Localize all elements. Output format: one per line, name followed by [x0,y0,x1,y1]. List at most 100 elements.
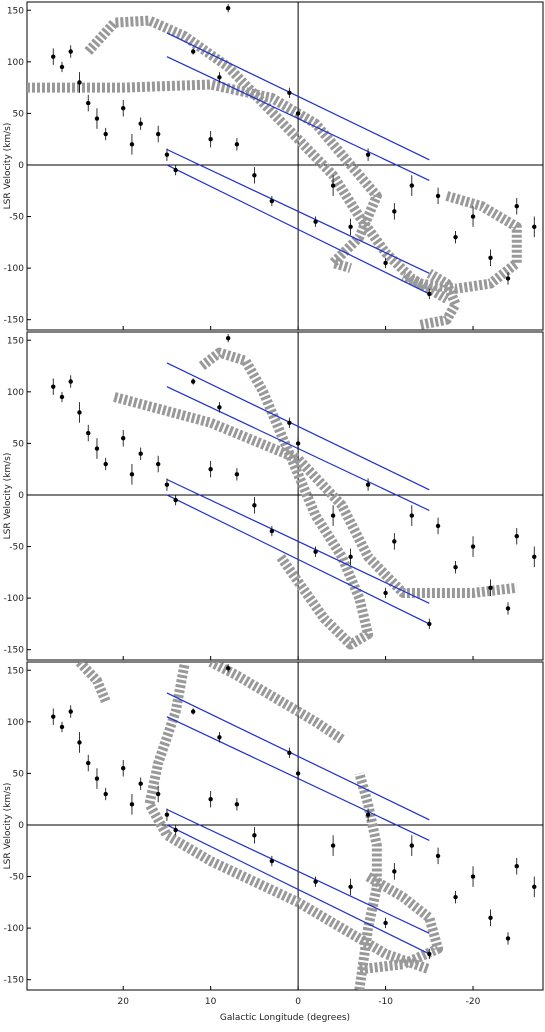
y-tick-label: 50 [13,109,25,119]
data-point [313,219,318,224]
data-point [51,384,56,389]
data-point [234,142,240,147]
y-tick-label: 150 [7,6,24,16]
data-point [435,853,441,859]
plot-frame [26,331,544,661]
data-point [252,833,257,838]
y-tick-label: 150 [7,666,24,676]
data-point [514,534,519,539]
data-point [330,843,336,848]
data-point [138,121,143,126]
data-point [348,554,353,560]
data-point [217,75,222,80]
blue-line [166,494,430,625]
x-axis-title: Galactic Longitude (degrees) [220,1013,350,1023]
data-point [505,276,511,281]
data-point [155,131,161,137]
model-track [419,268,461,330]
data-point [505,936,511,941]
blue-line [166,824,430,955]
data-point [532,884,537,890]
data-point [155,791,161,797]
y-tick-label: 50 [13,439,25,449]
data-point [269,198,275,204]
x-tick-label: 20 [117,997,129,1007]
data-point [86,100,91,106]
data-point [295,111,301,116]
data-point [488,255,493,260]
data-point [287,420,292,425]
data-point [173,167,178,173]
data-point [217,405,222,410]
y-tick-label: 100 [7,388,24,398]
data-point [208,136,213,142]
data-point [470,544,476,549]
data-point [225,5,231,11]
data-point [155,461,161,467]
data-point [295,441,301,446]
blue-line [166,164,430,295]
data-point [51,54,56,59]
model-track [358,872,444,975]
data-point [138,781,143,786]
data-point [94,776,100,781]
data-point [409,183,415,188]
data-point [392,539,397,544]
data-point [208,466,213,472]
data-point [313,879,318,884]
blue-line [166,362,430,491]
data-point [427,621,432,627]
model-track [208,662,345,744]
data-point [164,152,170,157]
data-point [68,709,73,714]
data-point [217,735,222,740]
data-point [514,204,519,209]
data-point [365,152,371,157]
y-tick-label: -150 [4,976,25,986]
data-point [348,224,353,230]
data-point [103,131,108,137]
y-axis-title: LSR Velocity (km/s) [3,123,13,210]
y-tick-label: -50 [9,543,24,553]
data-point [164,482,170,487]
data-point [269,858,275,864]
blue-line [166,32,430,161]
data-point [77,410,82,415]
data-point [225,335,231,341]
data-point [409,843,415,848]
data-point [470,874,476,879]
data-point [514,864,519,869]
data-point [129,802,135,807]
model-track [198,347,374,650]
blue-line [166,478,430,604]
x-tick-label: 10 [205,997,217,1007]
data-point [453,894,458,900]
y-tick-label: 0 [18,821,24,831]
data-point [409,513,415,518]
y-tick-label: -50 [9,213,24,223]
data-point [138,451,143,456]
data-point [103,791,108,797]
data-point [488,585,493,590]
data-point [94,116,100,121]
data-point [383,260,388,266]
data-point [287,90,292,95]
data-point [208,796,213,802]
data-point [59,64,65,70]
data-point [94,446,100,451]
data-point [129,142,135,147]
data-point [453,234,458,240]
y-tick-label: 100 [7,58,24,68]
data-point [164,812,170,817]
data-point [68,379,73,384]
data-point [313,549,318,554]
y-tick-label: -50 [9,873,24,883]
x-tick-label: -10 [378,997,393,1007]
x-tick-label: 0 [295,997,301,1007]
data-point [173,827,178,833]
data-point [427,951,432,957]
data-point [190,49,196,54]
blue-line [166,148,430,274]
x-tick-label: -20 [466,997,481,1007]
y-tick-label: 150 [7,336,24,346]
